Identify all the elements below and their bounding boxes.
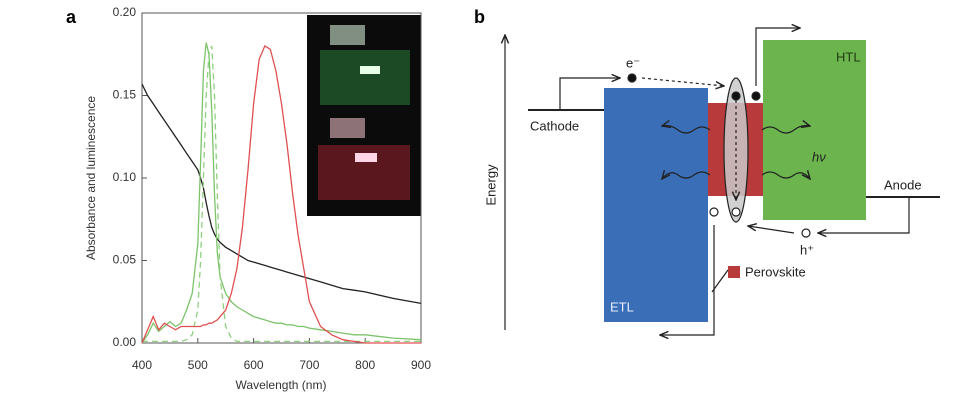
hole: [801, 228, 811, 238]
electron-label: e⁻: [626, 55, 640, 70]
htl-layer: [763, 40, 866, 220]
hole: [709, 207, 719, 217]
hole-transport-arrow: [748, 226, 795, 234]
diagram: [505, 28, 940, 335]
y-tick-label: 0.05: [113, 253, 137, 267]
legend-label: Perovskite: [745, 264, 806, 279]
panel-label: a: [66, 7, 77, 27]
x-axis-label: Wavelength (nm): [236, 378, 327, 392]
electron: [627, 73, 637, 83]
chart: Wavelength (nm) Absorbance and luminesce…: [84, 5, 431, 392]
y-tick-label: 0.20: [113, 5, 137, 19]
x-tick-label: 600: [244, 358, 264, 372]
y-tick-label: 0.00: [113, 335, 137, 349]
inset-photo-detail: [355, 153, 377, 162]
y-tick-label: 0.10: [113, 170, 137, 184]
x-tick-label: 800: [355, 358, 375, 372]
inset-photo-detail: [320, 50, 410, 105]
inset-photo-detail: [360, 66, 380, 74]
legend-leader: [711, 269, 729, 293]
emission-arrow: [662, 126, 711, 134]
data-line: [141, 83, 422, 305]
emission-arrow: [761, 172, 810, 179]
electron-injection-arrow: [559, 78, 620, 110]
htl-label: HTL: [836, 49, 861, 64]
inset-photo-detail: [330, 118, 365, 138]
electron-transport-arrow: [641, 77, 724, 86]
hole-injection-arrow: [818, 197, 910, 233]
panel-label: b: [474, 7, 485, 27]
energy-label: Energy: [483, 164, 498, 206]
photon-label: hν: [812, 149, 826, 164]
electron: [751, 91, 761, 101]
electron: [731, 91, 741, 101]
emission-arrow: [662, 172, 711, 179]
hole-label: h⁺: [800, 242, 814, 257]
x-tick-label: 500: [188, 358, 208, 372]
data-line: [141, 45, 421, 344]
inset-photo-detail: [330, 25, 365, 45]
legend-swatch: [728, 266, 740, 278]
electron-blocking-arrow: [755, 28, 800, 86]
x-tick-label: 400: [132, 358, 152, 372]
data-line: [141, 42, 422, 344]
hole: [731, 207, 741, 217]
etl-layer: [604, 88, 708, 322]
emission-arrow: [761, 126, 810, 134]
x-tick-label: 700: [299, 358, 319, 372]
cathode-label: Cathode: [530, 118, 579, 133]
anode-label: Anode: [884, 177, 922, 192]
etl-label: ETL: [610, 299, 634, 314]
x-tick-label: 900: [411, 358, 431, 372]
y-axis-label: Absorbance and luminescence: [84, 96, 98, 260]
y-tick-label: 0.15: [113, 88, 137, 102]
hole-blocking-arrow: [660, 225, 715, 335]
